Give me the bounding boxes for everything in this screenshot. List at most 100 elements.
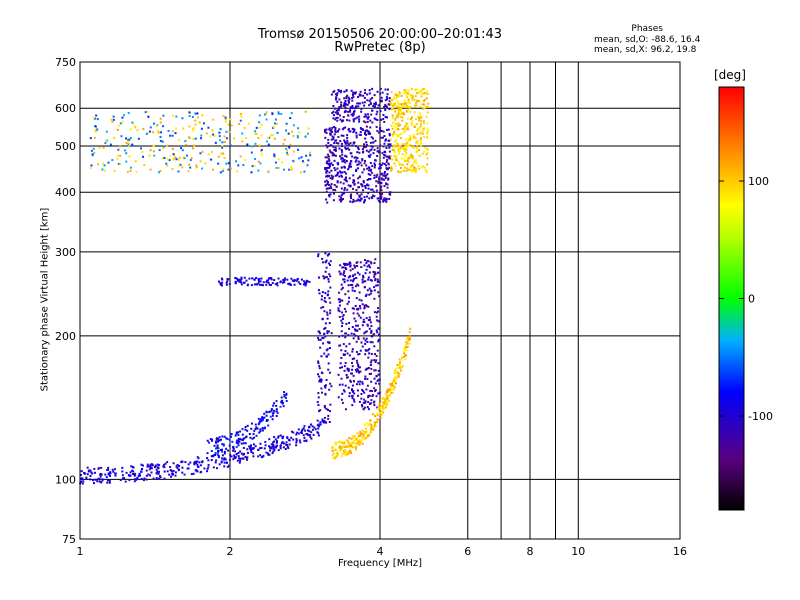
scatter-point <box>299 282 302 285</box>
scatter-point <box>342 134 345 137</box>
scatter-point <box>101 478 104 481</box>
scatter-point <box>373 333 376 336</box>
scatter-point <box>246 458 249 461</box>
scatter-point <box>359 261 362 264</box>
scatter-point <box>277 436 280 439</box>
scatter-point <box>218 131 221 134</box>
scatter-point <box>307 426 310 429</box>
scatter-point <box>220 277 223 280</box>
scatter-point <box>216 438 219 441</box>
scatter-point <box>102 162 105 165</box>
scatter-point <box>341 392 344 395</box>
scatter-point <box>348 395 351 398</box>
scatter-point <box>331 111 334 114</box>
scatter-point <box>361 158 364 161</box>
scatter-point <box>367 264 370 267</box>
scatter-point <box>112 118 115 121</box>
scatter-point <box>341 192 344 195</box>
scatter-point <box>331 152 334 155</box>
scatter-point <box>258 283 261 286</box>
scatter-point <box>227 278 230 281</box>
scatter-point <box>286 153 289 156</box>
scatter-point <box>293 279 296 282</box>
scatter-point <box>386 389 389 392</box>
scatter-point <box>368 372 371 375</box>
scatter-point <box>364 89 367 92</box>
scatter-point <box>345 373 348 376</box>
scatter-point <box>381 178 384 181</box>
scatter-point <box>279 447 282 450</box>
scatter-point <box>309 434 312 437</box>
scatter-point <box>341 153 344 156</box>
scatter-point <box>374 139 377 142</box>
scatter-point <box>334 139 337 142</box>
scatter-point <box>375 329 378 332</box>
scatter-point <box>304 429 307 432</box>
scatter-point <box>350 113 353 116</box>
scatter-point <box>154 466 157 469</box>
scatter-point <box>338 270 341 273</box>
scatter-point <box>135 478 138 481</box>
scatter-point <box>193 461 196 464</box>
scatter-point <box>366 305 369 308</box>
scatter-point <box>413 159 416 162</box>
scatter-point <box>320 298 323 301</box>
scatter-point <box>404 102 407 105</box>
scatter-point <box>344 310 347 313</box>
scatter-point <box>327 181 330 184</box>
scatter-point <box>417 100 420 103</box>
scatter-point <box>210 459 213 462</box>
scatter-point <box>395 139 398 142</box>
scatter-point <box>348 148 351 151</box>
scatter-point <box>377 392 380 395</box>
scatter-point <box>352 113 355 116</box>
scatter-point <box>238 461 241 464</box>
scatter-point <box>384 99 387 102</box>
scatter-point <box>274 283 277 286</box>
scatter-point <box>366 117 369 120</box>
scatter-point <box>343 390 346 393</box>
scatter-point <box>228 130 231 133</box>
scatter-point <box>414 136 417 139</box>
scatter-point <box>96 128 99 131</box>
scatter-point <box>367 169 370 172</box>
scatter-point <box>365 268 368 271</box>
scatter-point <box>324 128 327 131</box>
scatter-point <box>332 105 335 108</box>
scatter-point <box>347 290 350 293</box>
scatter-point <box>370 331 373 334</box>
scatter-point <box>368 293 371 296</box>
scatter-point <box>409 165 412 168</box>
scatter-point <box>368 327 371 330</box>
scatter-point <box>407 144 410 147</box>
scatter-point <box>419 114 422 117</box>
scatter-point <box>374 369 377 372</box>
scatter-point <box>140 463 143 466</box>
scatter-point <box>396 366 399 369</box>
scatter-cluster <box>89 110 312 174</box>
scatter-point <box>373 311 376 314</box>
scatter-point <box>411 116 414 119</box>
x-tick-label: 6 <box>464 545 471 558</box>
scatter-point <box>163 477 166 480</box>
scatter-point <box>348 109 351 112</box>
scatter-point <box>365 143 368 146</box>
scatter-point <box>308 151 311 154</box>
scatter-point <box>406 117 409 120</box>
scatter-point <box>368 167 371 170</box>
scatter-point <box>240 281 243 284</box>
scatter-point <box>119 479 122 482</box>
scatter-point <box>235 441 238 444</box>
scatter-point <box>254 142 257 145</box>
scatter-point <box>274 161 277 164</box>
scatter-point <box>380 130 383 133</box>
scatter-point <box>391 127 394 130</box>
scatter-point <box>369 102 372 105</box>
scatter-point <box>342 198 345 201</box>
scatter-point <box>232 447 235 450</box>
scatter-point <box>347 101 350 104</box>
scatter-point <box>404 148 407 151</box>
scatter-point <box>239 430 242 433</box>
scatter-point <box>416 130 419 133</box>
scatter-point <box>377 362 380 365</box>
